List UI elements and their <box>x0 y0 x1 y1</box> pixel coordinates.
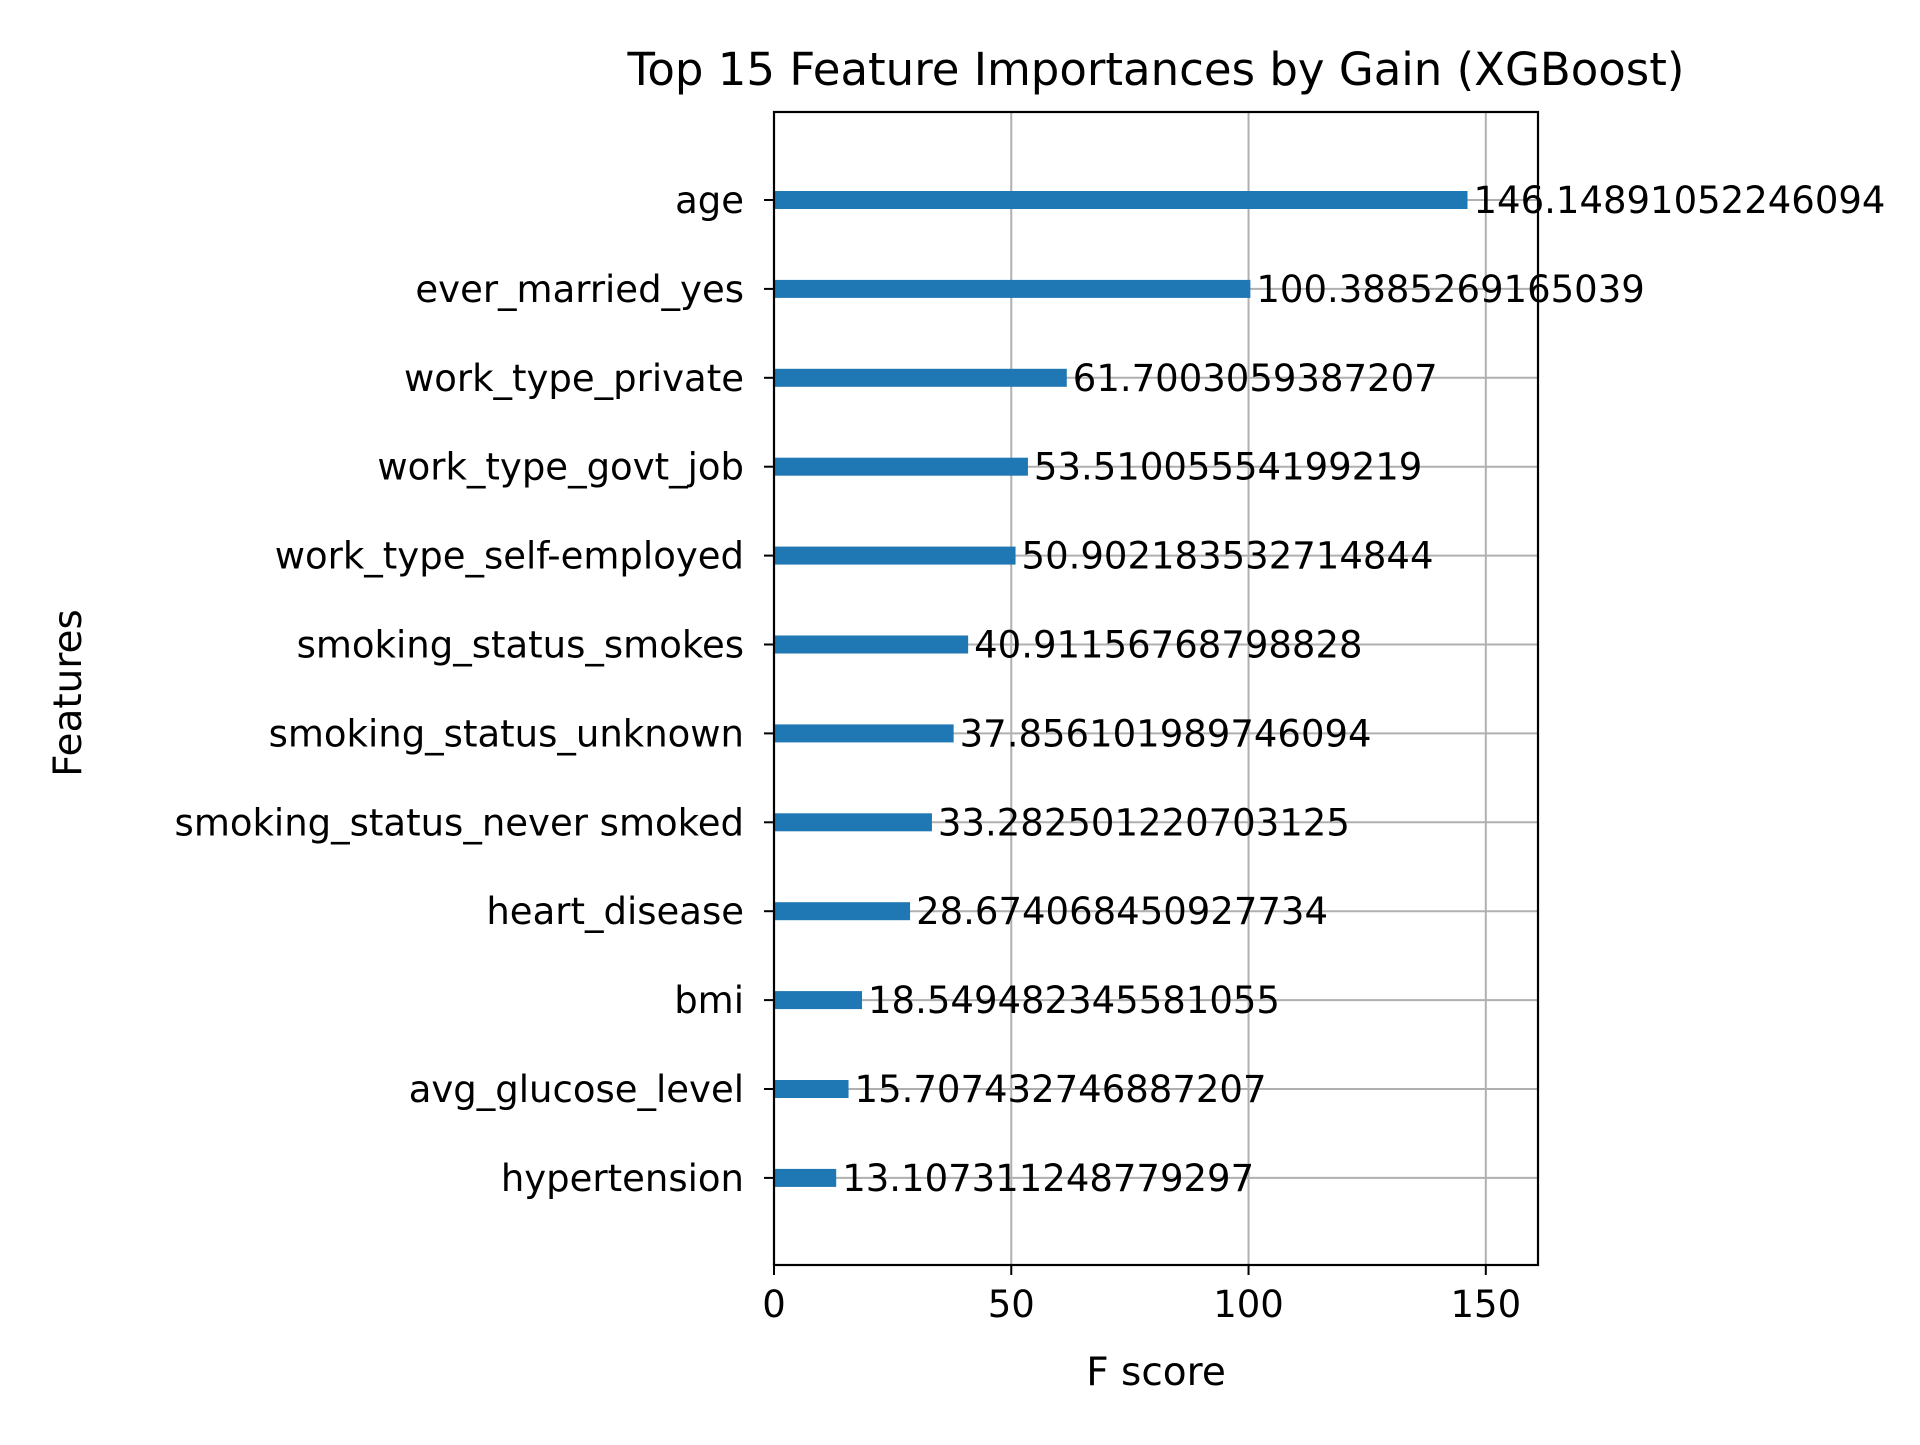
y-tick-label: work_type_self-employed <box>275 535 744 578</box>
bar-value-label: 40.91156768798828 <box>974 624 1362 667</box>
bar-value-label: 50.902183532714844 <box>1022 535 1434 578</box>
bar <box>774 457 1028 476</box>
plot-frame <box>772 110 1540 1267</box>
data-labels: 146.14891052246094 100.3885269165039 61.70… <box>842 179 1885 1200</box>
x-tick-label: 0 <box>762 1283 786 1326</box>
bar-value-label: 53.51005554199219 <box>1034 446 1422 489</box>
bar <box>774 1168 837 1187</box>
bar <box>774 546 1016 565</box>
bar <box>774 991 863 1010</box>
y-tick-label: ever_married_yes <box>415 268 744 311</box>
y-tick-label: work_type_govt_job <box>377 446 744 489</box>
bar-value-label: 146.14891052246094 <box>1474 179 1886 222</box>
bar <box>774 279 1251 298</box>
y-tick-label: smoking_status_never smoked <box>175 801 744 844</box>
x-tick-label: 50 <box>988 1283 1035 1326</box>
x-tick-label: 150 <box>1450 1283 1521 1326</box>
bar-value-label: 100.3885269165039 <box>1256 268 1644 311</box>
y-tick-label: hypertension <box>501 1157 744 1200</box>
y-tick-label: avg_glucose_level <box>409 1068 744 1111</box>
y-tick-label: smoking_status_smokes <box>297 624 744 667</box>
x-tick-label: 100 <box>1213 1283 1284 1326</box>
bar-value-label: 33.282501220703125 <box>938 801 1350 844</box>
x-axis-title: F score <box>1086 1350 1226 1395</box>
bars <box>774 191 1468 1187</box>
bar-value-label: 37.856101989746094 <box>960 712 1372 755</box>
bar-value-label: 13.107311248779297 <box>842 1157 1254 1200</box>
bar <box>774 1080 849 1098</box>
bar <box>774 902 911 921</box>
bar-value-label: 61.7003059387207 <box>1073 357 1438 400</box>
bar-value-label: 15.707432746887207 <box>855 1068 1267 1111</box>
bar <box>774 813 932 832</box>
bar <box>774 368 1067 387</box>
y-axis-title: Features <box>46 609 91 777</box>
bar-value-label: 28.674068450927734 <box>916 890 1328 933</box>
y-tick-label: work_type_private <box>404 357 744 400</box>
chart-title: Top 15 Feature Importances by Gain (XGBo… <box>627 43 1685 96</box>
y-tick-label: smoking_status_unknown <box>269 712 744 755</box>
bar <box>774 191 1468 209</box>
y-tick-label: bmi <box>674 979 744 1022</box>
y-tick-label: heart_disease <box>486 890 744 933</box>
axes: 0 50 100 150 age ever_married_yes work_type_pr… <box>175 110 1540 1326</box>
bar-value-label: 18.549482345581055 <box>868 979 1280 1022</box>
bar <box>774 635 969 654</box>
bar <box>774 724 954 743</box>
y-tick-label: age <box>675 179 744 222</box>
